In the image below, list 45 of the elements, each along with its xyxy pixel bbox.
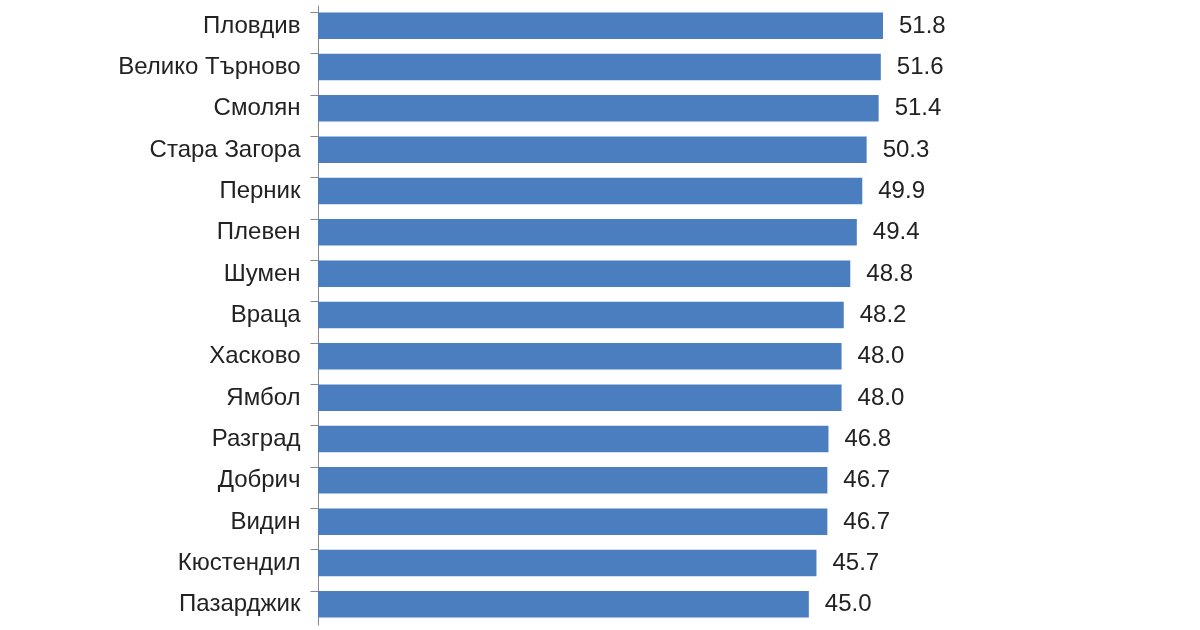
y-tick-label: Пловдив [202, 10, 301, 38]
bar [318, 12, 883, 39]
y-tick-label: Разград [211, 424, 301, 451]
data-label: 46.8 [844, 424, 892, 451]
y-tick-label: Ямбол [226, 382, 301, 410]
y-tick-label: Смолян [213, 93, 301, 121]
data-label: 50.3 [882, 134, 930, 162]
data-label: 48.8 [866, 258, 913, 286]
y-tick-label: Перник [219, 176, 301, 203]
data-label: 49.4 [872, 217, 920, 245]
data-label: 45.7 [832, 548, 880, 575]
data-label: 49.9 [878, 176, 925, 203]
data-label: 51.4 [894, 93, 942, 121]
y-tick-label: Пазарджик [179, 589, 301, 617]
y-tick-label: Плевен [216, 217, 301, 245]
y-tick-label: Шумен [223, 258, 301, 286]
bar [318, 549, 817, 577]
bar [318, 219, 857, 246]
bar [318, 467, 828, 494]
data-label: 51.8 [899, 10, 946, 38]
y-tick-label: Стара Загора [149, 134, 302, 162]
data-label: 48.2 [859, 300, 907, 327]
data-label: 45.0 [824, 589, 872, 617]
bar [318, 384, 842, 411]
y-tick-label: Видин [230, 506, 301, 534]
y-tick-label: Добрич [217, 465, 301, 493]
data-label: 51.6 [896, 52, 944, 79]
bar [318, 95, 879, 122]
data-label: 46.7 [843, 465, 891, 493]
bar [318, 508, 828, 535]
bar [318, 301, 844, 329]
y-tick-label: Враца [230, 300, 302, 327]
y-tick-label: Велико Търново [118, 52, 301, 79]
bar [318, 136, 867, 163]
y-tick-label: Хасково [209, 341, 301, 369]
bar [318, 177, 863, 205]
data-label: 46.7 [843, 506, 891, 534]
bar [318, 343, 842, 370]
data-label: 48.0 [857, 382, 905, 410]
bar [318, 53, 881, 81]
data-label: 48.0 [857, 341, 905, 369]
bar [318, 260, 851, 287]
bar [318, 591, 809, 618]
y-tick-label: Кюстендил [177, 548, 301, 575]
bar [318, 425, 829, 453]
